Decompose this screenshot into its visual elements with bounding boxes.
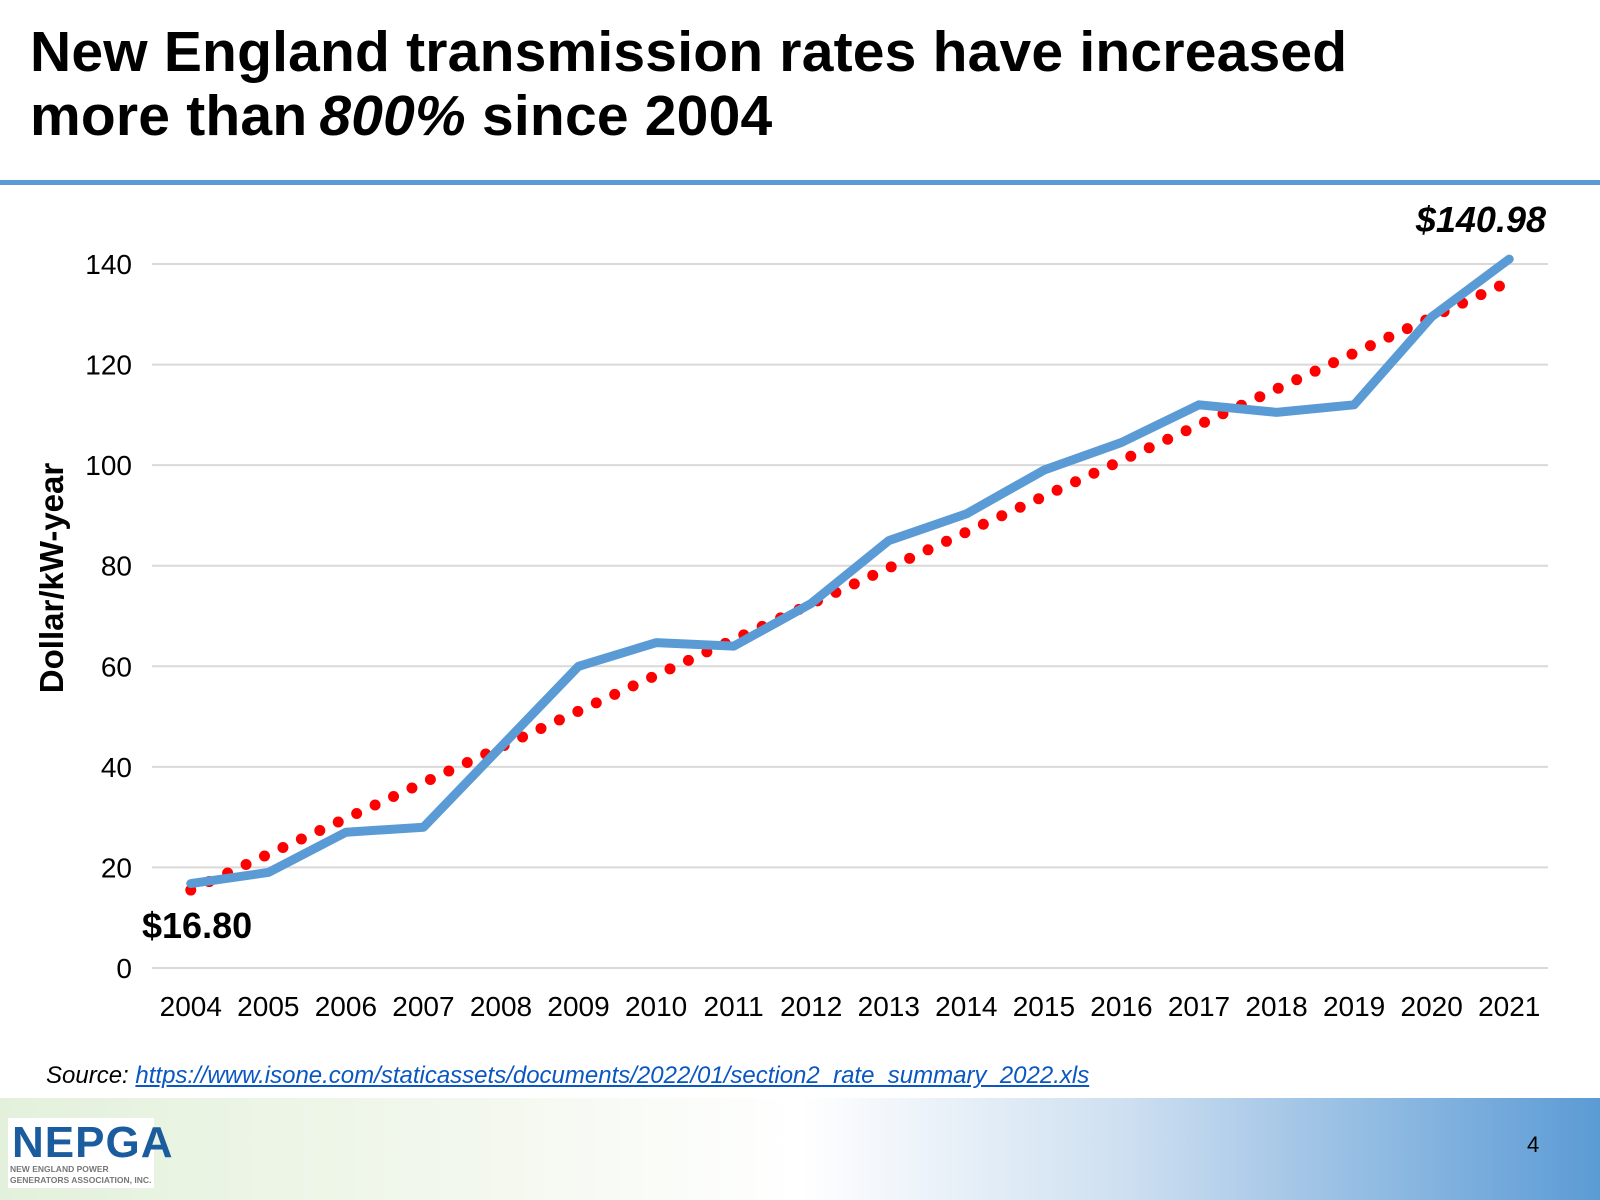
y-tick-label: 100 [85, 450, 132, 481]
logo-subtitle-1: NEW ENGLAND POWER [10, 1164, 109, 1174]
x-tick-label: 2008 [470, 991, 532, 1022]
y-tick-label: 80 [101, 551, 132, 582]
x-tick-label: 2016 [1090, 991, 1152, 1022]
title-divider [0, 180, 1600, 185]
x-tick-labels: 2004 2005 2006 2007 2008 2009 2010 2011 2012 2013… [160, 991, 1541, 1022]
x-tick-label: 2012 [780, 991, 842, 1022]
x-tick-label: 2007 [392, 991, 454, 1022]
source-link[interactable]: https://www.isone.com/staticassets/docum… [135, 1062, 1090, 1089]
x-tick-label: 2011 [704, 991, 764, 1022]
end-value-label: $140.98 [1415, 199, 1546, 240]
y-tick-labels: 0 20 40 60 80 100 120 140 [85, 249, 132, 984]
x-tick-label: 2010 [625, 991, 687, 1022]
source-label: Source: [46, 1062, 129, 1089]
y-tick-label: 140 [85, 249, 132, 280]
gridlines [152, 263, 1548, 969]
trendline [185, 276, 1515, 896]
slide-title: New England transmission rates have incr… [30, 20, 1347, 148]
title-line-1: New England transmission rates have incr… [30, 20, 1348, 84]
y-axis-label: Dollar/kW-year [33, 463, 70, 694]
x-tick-label: 2017 [1168, 991, 1230, 1022]
source-note: Source: https://www.isone.com/staticasse… [46, 1062, 1089, 1090]
y-tick-label: 60 [101, 651, 132, 682]
x-tick-label: 2009 [547, 991, 609, 1022]
x-tick-label: 2021 [1478, 991, 1540, 1022]
logo-wordmark: NEPGA [12, 1118, 174, 1167]
title-line-2-suffix: since 2004 [481, 84, 773, 148]
series-line [186, 254, 1514, 889]
x-tick-label: 2019 [1323, 991, 1385, 1022]
x-tick-label: 2014 [935, 991, 997, 1022]
x-tick-label: 2015 [1013, 991, 1075, 1022]
y-tick-label: 40 [101, 752, 132, 783]
title-line-2-prefix: more than [30, 84, 308, 148]
start-value-label: $16.80 [142, 905, 252, 946]
x-tick-label: 2020 [1401, 991, 1463, 1022]
footer-band [0, 1098, 1600, 1200]
y-tick-label: 0 [116, 953, 132, 984]
y-tick-label: 120 [85, 350, 132, 381]
x-tick-label: 2013 [858, 991, 920, 1022]
title-emphasis: 800% [319, 84, 466, 148]
logo-subtitle-2: GENERATORS ASSOCIATION, INC. [10, 1175, 152, 1185]
series-line-path [186, 254, 1514, 889]
trendline-dots [185, 276, 1515, 896]
page-number: 4 [1527, 1132, 1540, 1157]
nepga-logo: NEPGA NEW ENGLAND POWER GENERATORS ASSOC… [8, 1118, 172, 1188]
x-tick-label: 2006 [315, 991, 377, 1022]
x-tick-label: 2018 [1245, 991, 1307, 1022]
y-tick-label: 20 [101, 852, 132, 883]
x-tick-label: 2005 [237, 991, 299, 1022]
x-tick-label: 2004 [160, 991, 222, 1022]
